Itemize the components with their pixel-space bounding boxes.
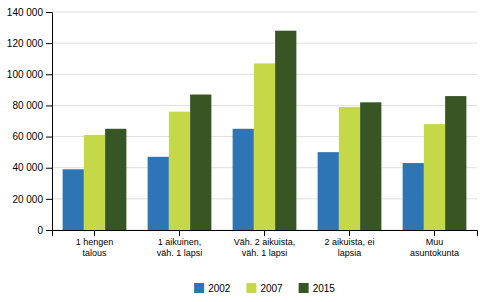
bar xyxy=(275,31,296,230)
legend-swatch xyxy=(299,283,309,293)
y-tick-label: 140 000 xyxy=(7,7,44,18)
bar xyxy=(148,157,169,230)
x-tick-label: 1 aikuinen,väh. 1 lapsi xyxy=(157,237,203,257)
y-tick-label: 80 000 xyxy=(12,100,43,111)
x-tick: 1 aikuinen,väh. 1 lapsi xyxy=(157,230,203,258)
x-tick-label-line: 2 aikuista, ei xyxy=(324,237,374,247)
bar xyxy=(233,129,254,230)
bar xyxy=(424,124,445,230)
y-tick-label: 60 000 xyxy=(12,131,43,142)
bar xyxy=(105,129,126,230)
x-tick-mark xyxy=(434,230,435,236)
y-tick-mark xyxy=(46,43,52,44)
y-tick-label: 40 000 xyxy=(12,162,43,173)
y-tick: 60 000 xyxy=(12,131,52,142)
y-tick: 20 000 xyxy=(12,194,52,205)
y-tick-mark xyxy=(46,230,52,231)
bar xyxy=(63,169,84,230)
x-tick-label-line: Muu xyxy=(426,237,444,247)
bar xyxy=(360,102,381,230)
x-tick-label-line: asuntokunta xyxy=(410,248,459,258)
x-tick-label-line: 1 hengen xyxy=(76,237,114,247)
x-tick: Muuasuntokunta xyxy=(410,230,459,258)
y-tick: 80 000 xyxy=(12,100,52,111)
y-tick: 140 000 xyxy=(7,7,52,18)
legend: 2002 2007 2015 xyxy=(194,283,335,294)
x-tick-mark xyxy=(179,230,180,236)
y-tick-mark xyxy=(46,105,52,106)
x-tick: 1 hengentalous xyxy=(76,230,114,258)
y-tick-mark xyxy=(46,137,52,138)
x-tick-label-line: 1 aikuinen, xyxy=(158,237,202,247)
x-tick-label: Väh. 2 aikuista,väh. 1 lapsi xyxy=(234,237,296,257)
x-tick: 2 aikuista, eilapsia xyxy=(324,230,374,258)
y-tick-mark xyxy=(46,74,52,75)
plot: 0 20 000 40 000 60 000 80 000 100 000 120 000 1… xyxy=(7,7,478,258)
legend-item: 2002 xyxy=(194,283,231,294)
x-tick-label-line: talous xyxy=(82,248,107,258)
x-axis-line xyxy=(53,231,478,237)
x-tick-label-line: väh. 1 lapsi xyxy=(157,248,203,258)
y-tick-label: 120 000 xyxy=(7,38,44,49)
bar xyxy=(190,95,211,230)
y-tick-label: 20 000 xyxy=(12,194,43,205)
legend-swatch xyxy=(194,283,204,293)
chart: 0 20 000 40 000 60 000 80 000 100 000 120 000 1… xyxy=(0,0,491,302)
x-tick-label: Muuasuntokunta xyxy=(410,237,459,257)
bar xyxy=(84,135,105,230)
legend-item: 2015 xyxy=(299,283,336,294)
bar xyxy=(445,96,466,230)
bar-series xyxy=(84,63,445,230)
y-tick: 100 000 xyxy=(7,69,52,80)
x-tick-label-line: lapsia xyxy=(338,248,362,258)
y-axis: 0 20 000 40 000 60 000 80 000 100 000 120 000 1… xyxy=(7,7,53,236)
x-tick-mark xyxy=(264,230,265,236)
x-tick-label: 1 hengentalous xyxy=(76,237,114,257)
y-tick: 40 000 xyxy=(12,162,52,173)
bar xyxy=(169,112,190,230)
bars xyxy=(63,31,467,230)
y-tick-mark xyxy=(46,168,52,169)
grid-line xyxy=(52,12,477,13)
bar xyxy=(339,107,360,230)
bar-series xyxy=(105,31,466,230)
bar xyxy=(318,152,339,230)
x-tick: Väh. 2 aikuista,väh. 1 lapsi xyxy=(234,230,296,258)
x-tick-mark xyxy=(94,230,95,236)
y-tick: 0 xyxy=(37,225,52,236)
legend-item: 2007 xyxy=(246,283,283,294)
y-tick-label: 100 000 xyxy=(7,69,44,80)
legend-swatch xyxy=(246,283,256,293)
y-tick: 120 000 xyxy=(7,38,52,49)
y-axis-line xyxy=(46,13,53,231)
x-tick-label-line: Väh. 2 aikuista, xyxy=(234,237,296,247)
bar xyxy=(403,163,424,230)
legend-label: 2015 xyxy=(313,283,336,294)
y-tick-mark xyxy=(46,199,52,200)
x-tick-mark xyxy=(349,230,350,236)
y-tick-label: 0 xyxy=(37,225,43,236)
bar xyxy=(254,63,275,230)
legend-label: 2002 xyxy=(208,283,231,294)
y-tick-mark xyxy=(46,12,52,13)
legend-label: 2007 xyxy=(260,283,283,294)
x-tick-label: 2 aikuista, eilapsia xyxy=(324,237,374,257)
grid xyxy=(52,12,477,230)
x-tick-label-line: väh. 1 lapsi xyxy=(242,248,288,258)
x-axis: 1 hengentalous1 aikuinen,väh. 1 lapsiVäh… xyxy=(53,230,478,258)
grid-line xyxy=(52,43,477,44)
